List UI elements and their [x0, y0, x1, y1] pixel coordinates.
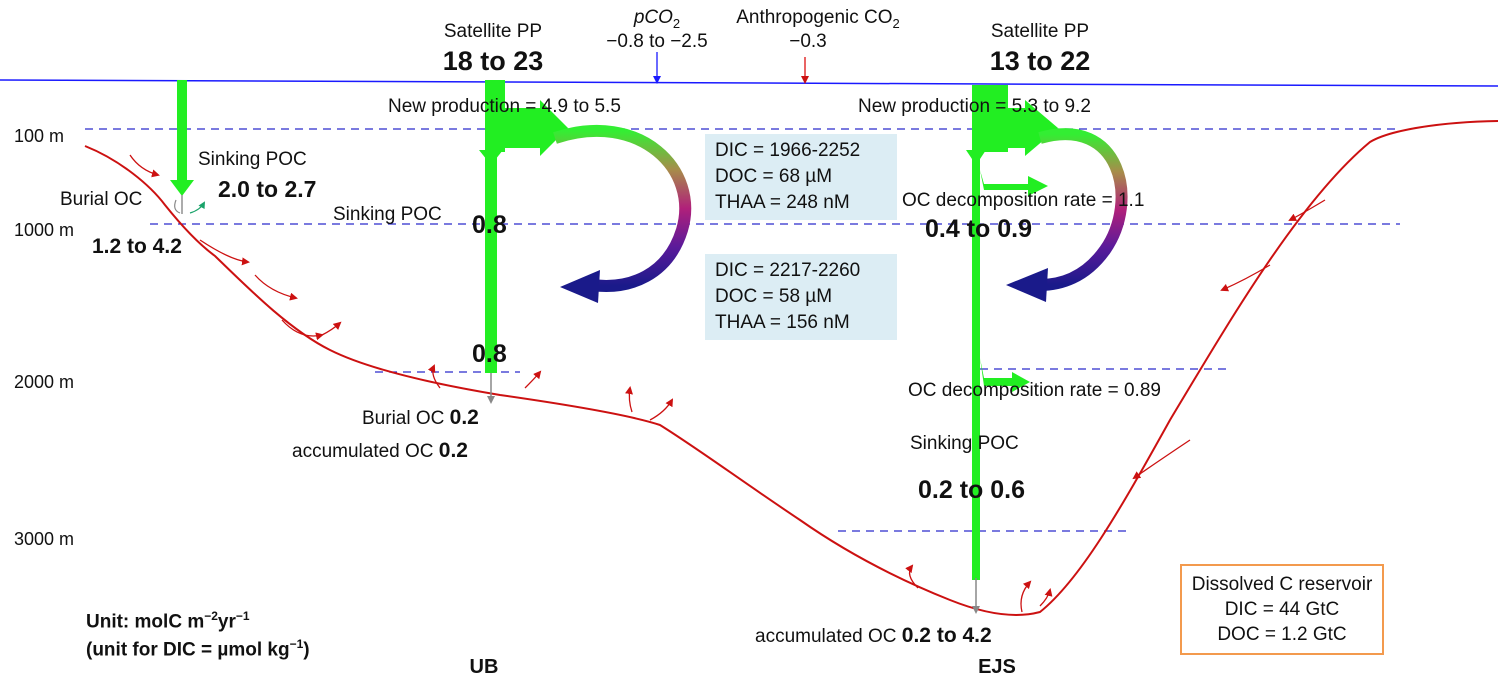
depth-lines	[85, 128, 1400, 532]
ejs-recycle-arrow-head	[1006, 268, 1048, 302]
pco2-label: pCO2	[634, 8, 680, 30]
ejs-sinking-head	[966, 150, 986, 165]
left-sinking-poc-shaft	[177, 80, 187, 180]
ub-satellite-pp-label: Satellite PP	[443, 21, 543, 42]
lower-thaa: THAA = 156 nM	[715, 312, 850, 333]
anthropogenic-co2-subscript: 2	[892, 15, 900, 31]
ejs-sinking-poc-shaft	[972, 85, 980, 580]
ub-sinking-poc-label: Sinking POC	[333, 204, 442, 225]
sea-surface-line	[0, 79, 1498, 87]
pco2-value: −0.8 to −2.5	[606, 31, 708, 52]
ejs-satellite-pp-label: Satellite PP	[990, 21, 1090, 42]
sediment-arrow	[905, 564, 919, 589]
anthropogenic-co2-label: Anthropogenic CO2	[736, 8, 900, 30]
upper-dic: DIC = 1966-2252	[715, 140, 861, 161]
ub-sinking-poc-1000-value: 0.8	[472, 211, 507, 239]
left-burial-oc-value: 1.2 to 4.2	[92, 235, 182, 258]
ub-burial-oc-label: Burial OC	[362, 408, 445, 429]
ejs-decomposition-arrow-1	[980, 170, 1048, 196]
pco2-subscript: 2	[672, 15, 681, 31]
depth-label-3000: 3000 m	[14, 529, 75, 549]
lower-water-properties-box: DIC = 2217-2260 DOC = 58 µM THAA = 156 n…	[705, 254, 897, 340]
sediment-arrow	[1020, 580, 1032, 613]
sediment-arrow	[1132, 439, 1191, 480]
unit-label-yr: yr	[217, 611, 236, 633]
reservoir-doc: DOC = 1.2 GtC	[1217, 624, 1347, 645]
ejs-decomposition-arrow-2	[980, 358, 1030, 392]
sediment-arrow	[649, 398, 674, 421]
ub-new-production-arrow	[497, 100, 568, 156]
dic-unit-exp: −1	[289, 637, 304, 651]
lower-doc: DOC = 58 µM	[715, 286, 833, 307]
sediment-arrow	[427, 364, 441, 389]
unit-label: Unit: molC m−2yr−1	[86, 610, 250, 631]
dic-unit-close: )	[303, 639, 310, 661]
ejs-satellite-pp-value: 13 to 22	[989, 46, 1091, 76]
sediment-arrow	[321, 321, 342, 336]
ub-recycle-arrow	[553, 124, 692, 292]
ub-site-label: UB	[469, 656, 499, 678]
unit-label-exp-2: −1	[235, 609, 250, 623]
sediment-arrow	[129, 154, 160, 178]
ub-burial-oc-value: 0.2	[449, 406, 479, 429]
pco2-name: pCO	[633, 7, 673, 28]
sediment-arrow	[281, 319, 324, 341]
unit-label-exp-1: −2	[204, 609, 218, 623]
seafloor-flux-arrows	[129, 154, 1326, 613]
seafloor-profile	[84, 120, 1498, 616]
sediment-arrow	[1220, 264, 1271, 292]
ejs-site-label: EJS	[978, 656, 1016, 678]
sediment-arrow	[1039, 588, 1053, 607]
ejs-recycle-arrow	[1038, 128, 1128, 291]
sediment-arrow	[1288, 199, 1326, 221]
anthropogenic-co2-value: −0.3	[789, 31, 827, 52]
ub-recycle-arrow-head	[560, 270, 600, 303]
ejs-new-production-arrow	[980, 100, 1058, 156]
ejs-decomposition-label-1: OC decomposition rate = 1.1	[902, 190, 1145, 211]
left-burial-oc-label: Burial OC	[60, 189, 143, 210]
ejs-accumulated-oc: accumulated OC 0.2 to 4.2	[755, 625, 992, 646]
ub-accumulated-oc-label: accumulated OC	[292, 441, 434, 462]
ejs-accumulated-oc-value: 0.2 to 4.2	[901, 624, 992, 647]
anthropogenic-co2-name: Anthropogenic CO	[736, 7, 893, 28]
upper-water-properties-box: DIC = 1966-2252 DOC = 68 µM THAA = 248 n…	[705, 134, 897, 220]
sediment-arrow	[524, 370, 542, 389]
ub-sinking-head	[479, 150, 503, 165]
ejs-sinking-poc-label: Sinking POC	[910, 433, 1019, 454]
left-resuspension-arrow	[189, 201, 205, 214]
ub-burial-oc: Burial OC 0.2	[362, 407, 479, 428]
upper-thaa: THAA = 248 nM	[715, 192, 850, 213]
ub-accumulated-oc-value: 0.2	[438, 439, 468, 462]
dic-unit-label: (unit for DIC = µmol kg−1)	[86, 638, 310, 659]
upper-doc: DOC = 68 µM	[715, 166, 833, 187]
reservoir-title: Dissolved C reservoir	[1191, 574, 1373, 595]
ub-satellite-pp-value: 18 to 23	[442, 46, 544, 76]
depth-label-1000: 1000 m	[14, 220, 75, 240]
sediment-arrow	[199, 239, 250, 266]
ejs-new-production: New production = 5.3 to 9.2	[858, 96, 1091, 117]
reservoir-dic: DIC = 44 GtC	[1224, 599, 1340, 620]
ub-accumulated-oc: accumulated OC 0.2	[292, 440, 468, 461]
ub-new-production: New production = 4.9 to 5.5	[388, 96, 621, 117]
sediment-arrow	[625, 386, 633, 413]
ejs-decomposition-value-1: 0.4 to 0.9	[925, 215, 1032, 243]
unit-label-text: Unit: molC m	[86, 611, 205, 633]
left-sinking-poc-value: 2.0 to 2.7	[218, 176, 317, 202]
dic-unit-text: (unit for DIC = µmol kg	[86, 639, 290, 661]
left-sinking-poc-head	[170, 180, 194, 196]
left-resuspension-arrow	[174, 199, 181, 214]
ejs-sinking-poc-value: 0.2 to 0.6	[918, 476, 1025, 504]
lower-dic: DIC = 2217-2260	[715, 260, 861, 281]
dissolved-c-reservoir-box: Dissolved C reservoir DIC = 44 GtC DOC =…	[1180, 564, 1384, 655]
depth-label-2000: 2000 m	[14, 372, 75, 392]
left-sinking-poc-label: Sinking POC	[198, 149, 307, 170]
ub-sinking-poc-2000-value: 0.8	[472, 340, 507, 368]
depth-label-100: 100 m	[14, 126, 65, 146]
sediment-arrow	[254, 274, 298, 301]
ejs-accumulated-oc-label: accumulated OC	[755, 626, 897, 647]
ejs-decomposition-label-2: OC decomposition rate = 0.89	[908, 380, 1161, 401]
